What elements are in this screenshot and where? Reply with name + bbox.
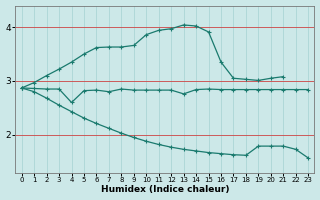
X-axis label: Humidex (Indice chaleur): Humidex (Indice chaleur) [101, 185, 229, 194]
